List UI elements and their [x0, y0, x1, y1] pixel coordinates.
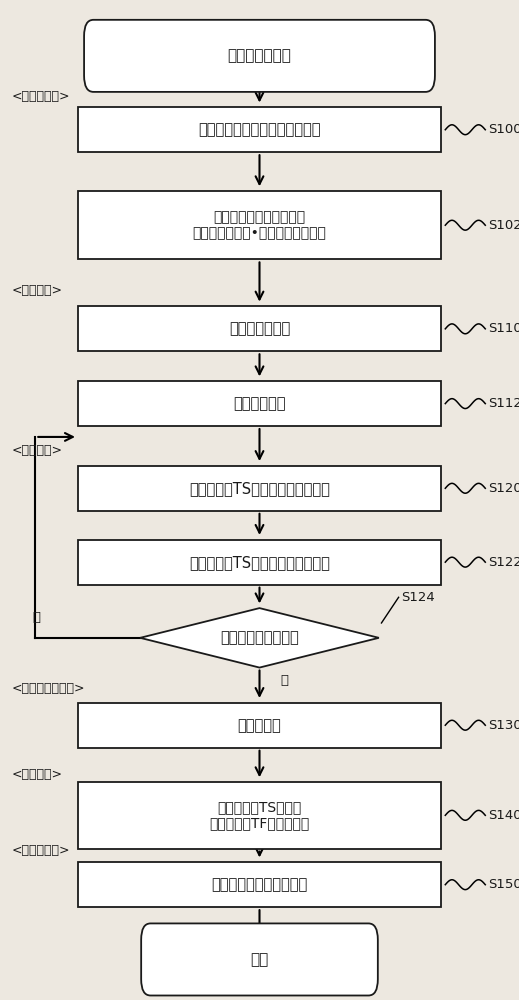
Polygon shape: [140, 608, 379, 668]
Text: S140: S140: [488, 809, 519, 822]
Text: S100: S100: [488, 123, 519, 136]
Text: 流体的排出、载体的搬出: 流体的排出、载体的搬出: [211, 877, 308, 892]
Bar: [78, 466, 441, 511]
Text: <络合物减少工序>: <络合物减少工序>: [11, 682, 85, 695]
Text: 使样本温度TS升温、
使环境温度TF降温、待机: 使样本温度TS升温、 使环境温度TF降温、待机: [209, 800, 310, 830]
Text: 减压、洗净: 减压、洗净: [238, 718, 281, 733]
Bar: [78, 191, 441, 259]
Text: S124: S124: [401, 591, 435, 604]
Text: <吸附工序>: <吸附工序>: [11, 444, 62, 457]
Text: S122: S122: [488, 556, 519, 569]
Text: <后处理工序>: <后处理工序>: [11, 844, 70, 857]
Text: 催化剂担载工序: 催化剂担载工序: [227, 48, 292, 63]
Text: 将流体调整为超临界状态
（开始风扇驱动•开始制冷剂循环）: 将流体调整为超临界状态 （开始风扇驱动•开始制冷剂循环）: [193, 210, 326, 240]
Text: 是否经过规定时间？: 是否经过规定时间？: [220, 630, 299, 645]
Text: S150: S150: [488, 878, 519, 891]
Bar: [78, 862, 441, 907]
Text: 否: 否: [33, 611, 40, 624]
Text: <析出工序>: <析出工序>: [11, 768, 62, 781]
FancyBboxPatch shape: [141, 923, 378, 995]
Text: S120: S120: [488, 482, 519, 495]
Text: 供给原料络合物: 供给原料络合物: [229, 321, 290, 336]
Text: S102: S102: [488, 219, 519, 232]
Text: 使样本温度TS降温（加热器降温）: 使样本温度TS降温（加热器降温）: [189, 555, 330, 570]
Text: 待机一定时间: 待机一定时间: [233, 396, 286, 411]
Text: 在处理室配置载体，并填充流体: 在处理室配置载体，并填充流体: [198, 122, 321, 137]
Bar: [78, 107, 441, 152]
Text: 结束: 结束: [250, 952, 269, 967]
Text: S130: S130: [488, 719, 519, 732]
Text: 是: 是: [280, 674, 288, 687]
Bar: [78, 306, 441, 351]
Bar: [78, 782, 441, 849]
FancyBboxPatch shape: [84, 20, 435, 92]
Bar: [78, 703, 441, 748]
Text: S110: S110: [488, 322, 519, 335]
Bar: [78, 540, 441, 585]
Text: <溶解工序>: <溶解工序>: [11, 284, 62, 297]
Text: S112: S112: [488, 397, 519, 410]
Bar: [78, 381, 441, 426]
Text: <前处理工序>: <前处理工序>: [11, 90, 70, 103]
Text: 使样本温度TS升温（加热器升温）: 使样本温度TS升温（加热器升温）: [189, 481, 330, 496]
